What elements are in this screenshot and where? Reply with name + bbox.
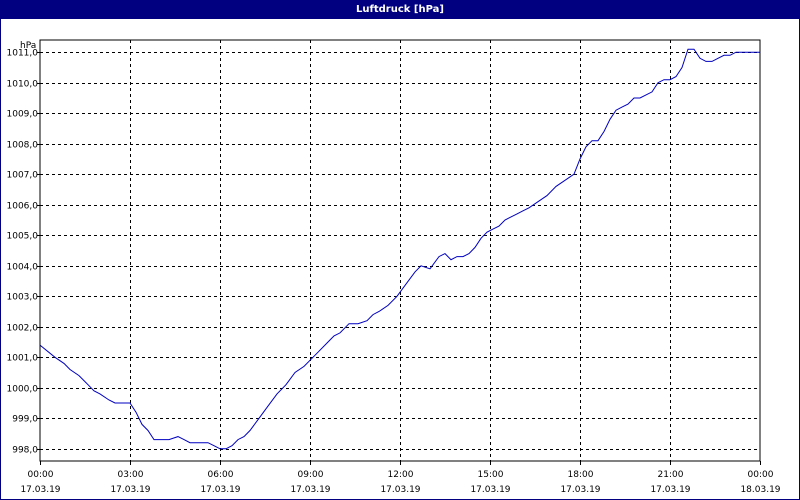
x-tick-date-label: 17.03.19 xyxy=(470,485,510,495)
x-tick-time-label: 12:00 xyxy=(388,470,414,480)
y-tick-label: 1000,0 xyxy=(7,385,39,395)
x-tick-date-label: 17.03.19 xyxy=(380,485,420,495)
x-tick-time-label: 18:00 xyxy=(568,470,594,480)
y-tick-label: 1010,0 xyxy=(7,80,39,90)
x-tick-time-label: 00:00 xyxy=(748,470,774,480)
x-tick-date-label: 17.03.19 xyxy=(200,485,240,495)
x-tick-date-label: 17.03.19 xyxy=(20,485,60,495)
y-tick-label: 1004,0 xyxy=(7,263,39,273)
y-tick-label: 1009,0 xyxy=(7,110,39,120)
x-tick-time-label: 00:00 xyxy=(28,470,54,480)
x-tick-time-label: 06:00 xyxy=(208,470,234,480)
plot-area-frame xyxy=(39,39,761,462)
y-tick-label: 1006,0 xyxy=(7,202,39,212)
x-tick-date-label: 17.03.19 xyxy=(290,485,330,495)
x-tick-time-label: 09:00 xyxy=(298,470,324,480)
pressure-series-line xyxy=(39,48,760,450)
x-tick-labels: 00:00 17.03.19 03:00 17.03.19 06:00 17.03.19 0… xyxy=(20,470,780,495)
y-tick-label: 1008,0 xyxy=(7,141,39,151)
chart-title: Luftdruck [hPa] xyxy=(1,1,799,19)
y-tick-label: 1011,0 xyxy=(7,49,39,59)
x-tick-date-label: 17.03.19 xyxy=(110,485,150,495)
y-tick-label: 1001,0 xyxy=(7,354,39,364)
y-tick-label: 1005,0 xyxy=(7,232,39,242)
y-tick-label: 999,0 xyxy=(12,415,38,425)
x-tick-date-label: 17.03.19 xyxy=(650,485,690,495)
x-tick-time-label: 21:00 xyxy=(658,470,684,480)
y-tick-label: 1007,0 xyxy=(7,171,39,181)
x-tick-date-label: 17.03.19 xyxy=(560,485,600,495)
x-tick-time-label: 15:00 xyxy=(478,470,504,480)
x-tick-time-label: 03:00 xyxy=(118,470,144,480)
y-axis-unit-label: hPa xyxy=(20,41,36,51)
grid-lines xyxy=(37,40,761,465)
x-tick-date-label: 18.03.19 xyxy=(740,485,780,495)
y-tick-label: 998,0 xyxy=(12,446,38,456)
y-tick-label: 1002,0 xyxy=(7,324,39,334)
y-tick-label: 1003,0 xyxy=(7,293,39,303)
y-tick-labels: 998,0 999,0 1000,0 1001,0 1002,0 1003,0 1004,0… xyxy=(7,49,39,456)
